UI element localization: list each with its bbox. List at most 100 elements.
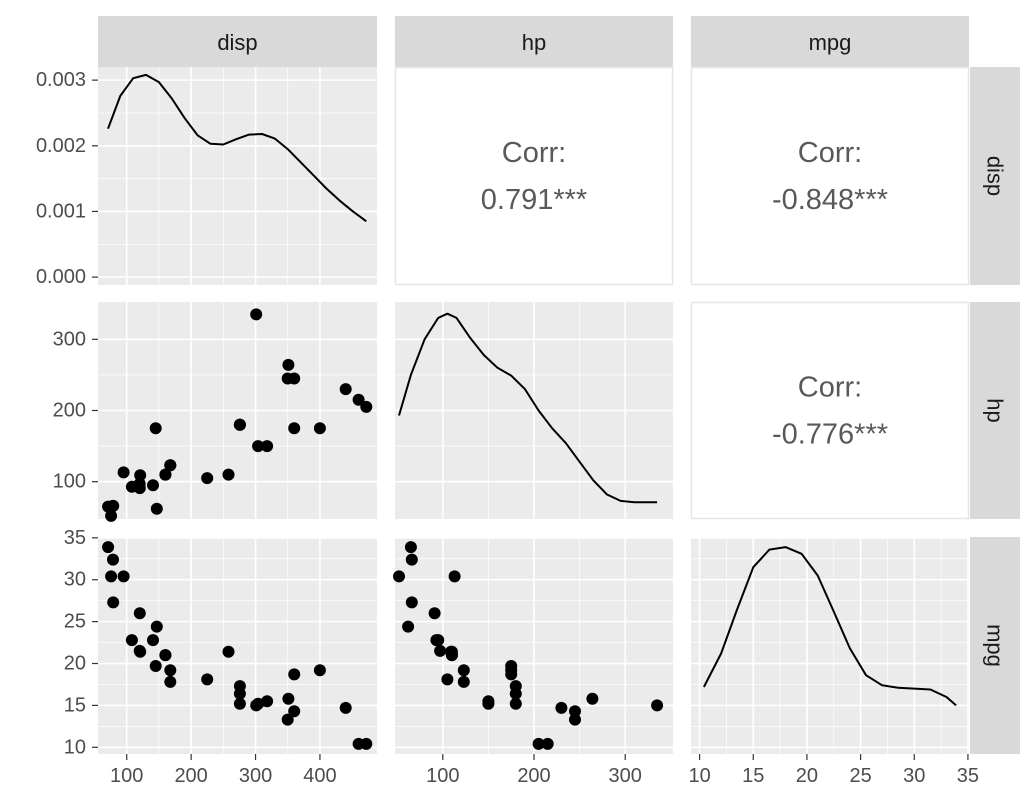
point-hp-vs-disp <box>339 383 352 396</box>
point-hp-vs-disp <box>159 468 172 481</box>
x-tick-label-disp: 200 <box>174 765 207 787</box>
point-hp-vs-disp <box>222 468 235 481</box>
corr-label-disp-mpg: Corr: <box>798 137 862 169</box>
corr-label-disp-hp: Corr: <box>502 137 566 169</box>
strip-right-hp <box>970 302 1020 519</box>
corr-value-disp-mpg: -0.848*** <box>772 184 888 216</box>
x-tick-label-hp: 200 <box>517 765 550 787</box>
point-mpg-vs-hp <box>428 607 441 620</box>
point-hp-vs-disp <box>117 466 130 479</box>
strip-right-label-disp: disp <box>983 156 1008 196</box>
point-mpg-vs-disp <box>352 737 365 750</box>
point-mpg-vs-disp <box>222 645 235 658</box>
point-mpg-vs-disp <box>149 660 162 672</box>
point-mpg-vs-hp <box>555 701 568 714</box>
point-mpg-vs-disp <box>261 695 274 708</box>
strip-right-disp <box>970 67 1020 285</box>
point-mpg-vs-disp <box>147 634 159 647</box>
point-mpg-vs-disp <box>201 673 214 686</box>
point-mpg-vs-disp <box>233 697 246 710</box>
point-mpg-vs-hp <box>445 645 457 658</box>
y-tick-label-disp: 0.002 <box>36 135 86 157</box>
strip-top-hp <box>395 16 673 67</box>
point-hp-vs-disp <box>261 440 274 453</box>
point-mpg-vs-disp <box>107 553 119 566</box>
y-tick-label-mpg: 30 <box>64 569 86 591</box>
point-mpg-vs-hp <box>393 570 405 583</box>
x-tick-label-disp: 100 <box>110 765 143 787</box>
point-hp-vs-disp <box>250 308 263 321</box>
point-hp-vs-disp <box>252 440 265 453</box>
x-tick-label-mpg: 15 <box>742 765 764 787</box>
point-hp-vs-disp <box>313 422 326 435</box>
density-line-disp <box>107 73 367 223</box>
point-hp-vs-disp <box>288 422 301 435</box>
x-tick-label-hp: 300 <box>609 765 642 787</box>
point-mpg-vs-disp <box>107 596 120 609</box>
point-mpg-vs-hp <box>402 620 415 633</box>
point-mpg-vs-disp <box>117 570 130 583</box>
point-hp-vs-disp <box>149 422 162 435</box>
point-mpg-vs-hp <box>482 697 495 710</box>
point-mpg-vs-hp <box>405 596 418 609</box>
corr-value-hp-mpg: -0.776*** <box>772 419 888 451</box>
point-mpg-vs-disp <box>233 680 246 693</box>
point-mpg-vs-hp <box>457 664 470 677</box>
y-tick-label-mpg: 25 <box>64 611 86 633</box>
point-mpg-vs-disp <box>105 570 118 583</box>
strip-right-label-mpg: mpg <box>983 624 1008 667</box>
x-tick-label-hp: 100 <box>426 765 459 787</box>
point-mpg-vs-disp <box>250 699 263 712</box>
point-mpg-vs-disp <box>288 705 301 718</box>
point-mpg-vs-hp <box>448 570 461 583</box>
point-mpg-vs-hp <box>541 737 554 750</box>
point-hp-vs-disp <box>133 482 146 495</box>
strip-top-disp <box>98 16 377 67</box>
point-mpg-vs-hp <box>532 737 545 750</box>
point-mpg-vs-disp <box>133 607 146 620</box>
point-mpg-vs-disp <box>164 675 177 688</box>
point-mpg-vs-hp <box>509 680 522 693</box>
y-tick-label-disp: 0.003 <box>36 69 86 91</box>
strip-top-label-disp: disp <box>217 30 257 55</box>
point-hp-vs-disp <box>147 479 159 492</box>
x-tick-label-mpg: 25 <box>849 765 871 787</box>
panel-mpg-mpg <box>691 537 969 754</box>
x-tick-label-disp: 300 <box>239 765 272 787</box>
point-hp-vs-disp <box>150 502 163 515</box>
y-tick-label-mpg: 15 <box>64 694 86 716</box>
point-mpg-vs-hp <box>586 692 599 705</box>
point-hp-vs-disp <box>105 509 118 522</box>
point-hp-vs-disp <box>164 459 177 472</box>
point-mpg-vs-disp <box>288 668 301 681</box>
x-tick-label-mpg: 30 <box>903 765 925 787</box>
y-tick-label-hp: 100 <box>53 471 86 493</box>
point-mpg-vs-hp <box>434 644 447 657</box>
point-mpg-vs-hp <box>432 634 445 647</box>
point-mpg-vs-hp <box>651 699 664 712</box>
point-mpg-vs-disp <box>339 701 352 714</box>
point-mpg-vs-disp <box>164 664 177 677</box>
point-mpg-vs-disp <box>282 692 295 705</box>
point-mpg-vs-hp <box>457 675 470 688</box>
panel-hp-mpg <box>690 301 970 520</box>
y-tick-label-disp: 0.000 <box>36 266 86 288</box>
x-tick-label-mpg: 35 <box>957 765 979 787</box>
point-hp-vs-disp <box>233 418 246 431</box>
strip-top-mpg <box>691 16 969 67</box>
y-tick-label-disp: 0.001 <box>36 200 86 222</box>
y-tick-label-mpg: 35 <box>64 527 86 549</box>
density-line-mpg <box>703 546 957 707</box>
x-tick-label-mpg: 10 <box>688 765 710 787</box>
y-tick-label-mpg: 10 <box>64 736 86 758</box>
point-hp-vs-disp <box>107 499 120 512</box>
x-tick-label-mpg: 20 <box>796 765 818 787</box>
x-tick-label-disp: 400 <box>303 765 336 787</box>
point-mpg-vs-disp <box>125 634 138 647</box>
point-mpg-vs-hp <box>505 660 518 672</box>
point-mpg-vs-disp <box>150 620 163 633</box>
point-hp-vs-disp <box>360 400 373 413</box>
strip-top-label-hp: hp <box>522 30 546 55</box>
point-mpg-vs-hp <box>569 713 581 726</box>
